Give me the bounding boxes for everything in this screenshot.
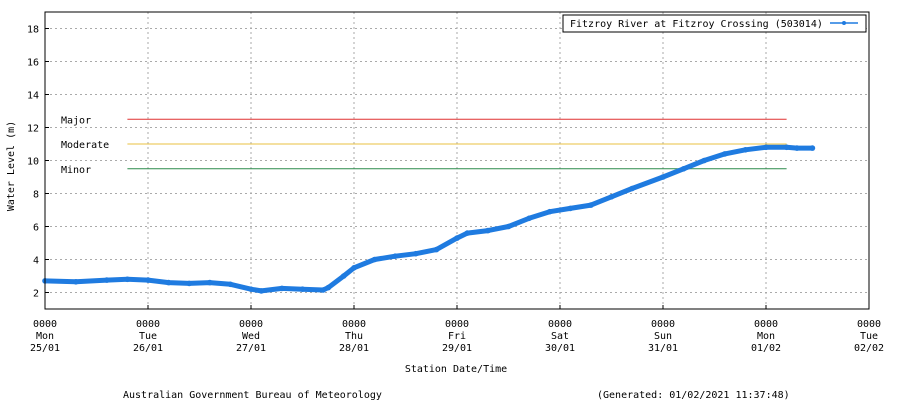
series-layer <box>42 144 816 294</box>
x-tick-label-date: 31/01 <box>648 343 678 354</box>
grid <box>45 12 869 309</box>
data-point <box>722 151 728 157</box>
data-point <box>207 279 213 286</box>
legend-label: Fitzroy River at Fitzroy Crossing (50301… <box>570 19 823 30</box>
data-point <box>608 194 615 200</box>
data-point <box>546 208 553 215</box>
y-tick-label: 16 <box>27 58 39 69</box>
x-tick-label-time: 0000 <box>136 319 160 330</box>
y-tick-label: 8 <box>33 190 39 201</box>
x-axis-ticks: 0000Mon25/010000Tue26/010000Wed27/010000… <box>30 305 884 354</box>
data-point <box>567 205 574 212</box>
data-point <box>464 230 471 236</box>
data-point <box>104 277 110 283</box>
data-point <box>248 286 254 293</box>
x-tick-label-date: 28/01 <box>339 343 369 354</box>
data-point <box>325 284 332 291</box>
x-axis-title: Station Date/Time <box>405 364 507 375</box>
x-tick-label-time: 0000 <box>754 319 778 330</box>
y-tick-label: 10 <box>27 157 39 168</box>
data-point <box>809 145 816 151</box>
data-point <box>258 288 265 294</box>
x-tick-label-day: Sat <box>551 331 569 342</box>
data-point <box>485 227 491 234</box>
x-tick-label-date: 26/01 <box>133 343 163 354</box>
legend-box <box>562 14 867 33</box>
x-tick-label-date: 25/01 <box>30 343 60 354</box>
x-tick-label-date: 30/01 <box>545 343 575 354</box>
data-point <box>433 246 440 253</box>
footer-source: Australian Government Bureau of Meteorol… <box>123 390 382 401</box>
legend: Fitzroy River at Fitzroy Crossing (50301… <box>562 14 867 33</box>
data-point <box>783 144 790 151</box>
data-point <box>165 279 172 286</box>
x-tick-label-day: Sun <box>654 331 672 342</box>
x-tick-label-day: Mon <box>757 331 775 342</box>
threshold-label-moderate: Moderate <box>61 140 109 151</box>
data-point <box>371 256 378 263</box>
data-point <box>392 253 399 259</box>
y-tick-label: 4 <box>33 256 39 267</box>
data-point <box>320 287 326 293</box>
y-axis-ticks: 2 4 6 8 10 12 14 16 18 <box>27 25 49 300</box>
x-tick-label-day: Thu <box>345 331 363 342</box>
x-tick-label-day: Mon <box>36 331 54 342</box>
x-tick-label-date: 01/02 <box>751 343 781 354</box>
x-tick-label-day: Tue <box>139 331 157 342</box>
data-point <box>629 185 635 192</box>
footer-generated: (Generated: 01/02/2021 11:37:48) <box>597 390 790 401</box>
data-point <box>186 280 192 287</box>
x-tick-label-day: Fri <box>448 331 466 342</box>
data-point <box>588 202 594 208</box>
legend-swatch-marker <box>842 21 846 25</box>
x-tick-label-time: 0000 <box>651 319 675 330</box>
y-tick-label: 12 <box>27 124 39 135</box>
y-tick-label: 2 <box>33 289 39 300</box>
data-point <box>227 281 234 288</box>
y-axis-title: Water Level (m) <box>6 121 17 211</box>
x-tick-label-date: 02/02 <box>854 343 884 354</box>
data-point <box>124 276 131 283</box>
x-tick-label-time: 0000 <box>239 319 263 330</box>
data-point <box>351 265 357 271</box>
data-point <box>279 285 285 292</box>
y-tick-label: 6 <box>33 223 39 234</box>
threshold-lines: Major Moderate Minor <box>61 115 787 176</box>
x-tick-label-time: 0000 <box>342 319 366 330</box>
data-point <box>505 223 512 230</box>
data-point <box>145 277 151 283</box>
data-point <box>742 147 749 153</box>
threshold-label-minor: Minor <box>61 165 91 176</box>
x-tick-label-time: 0000 <box>33 319 57 330</box>
y-tick-label: 14 <box>27 91 39 102</box>
threshold-label-major: Major <box>61 115 91 126</box>
x-tick-label-day: Tue <box>860 331 878 342</box>
x-tick-label-time: 0000 <box>548 319 572 330</box>
data-point <box>701 157 707 164</box>
data-point <box>763 144 769 151</box>
data-point <box>299 286 306 293</box>
data-point <box>660 174 666 180</box>
x-tick-label-time: 0000 <box>445 319 469 330</box>
series-line <box>42 144 815 294</box>
data-point <box>340 273 347 279</box>
y-tick-label: 18 <box>27 25 39 36</box>
data-point <box>413 250 419 257</box>
x-tick-label-time: 0000 <box>857 319 881 330</box>
data-point <box>680 166 687 172</box>
x-tick-label-day: Wed <box>242 331 260 342</box>
data-point <box>526 215 532 222</box>
data-point <box>454 235 460 241</box>
data-point <box>794 145 800 151</box>
data-point <box>73 279 79 285</box>
x-tick-label-date: 29/01 <box>442 343 472 354</box>
x-tick-label-date: 27/01 <box>236 343 266 354</box>
